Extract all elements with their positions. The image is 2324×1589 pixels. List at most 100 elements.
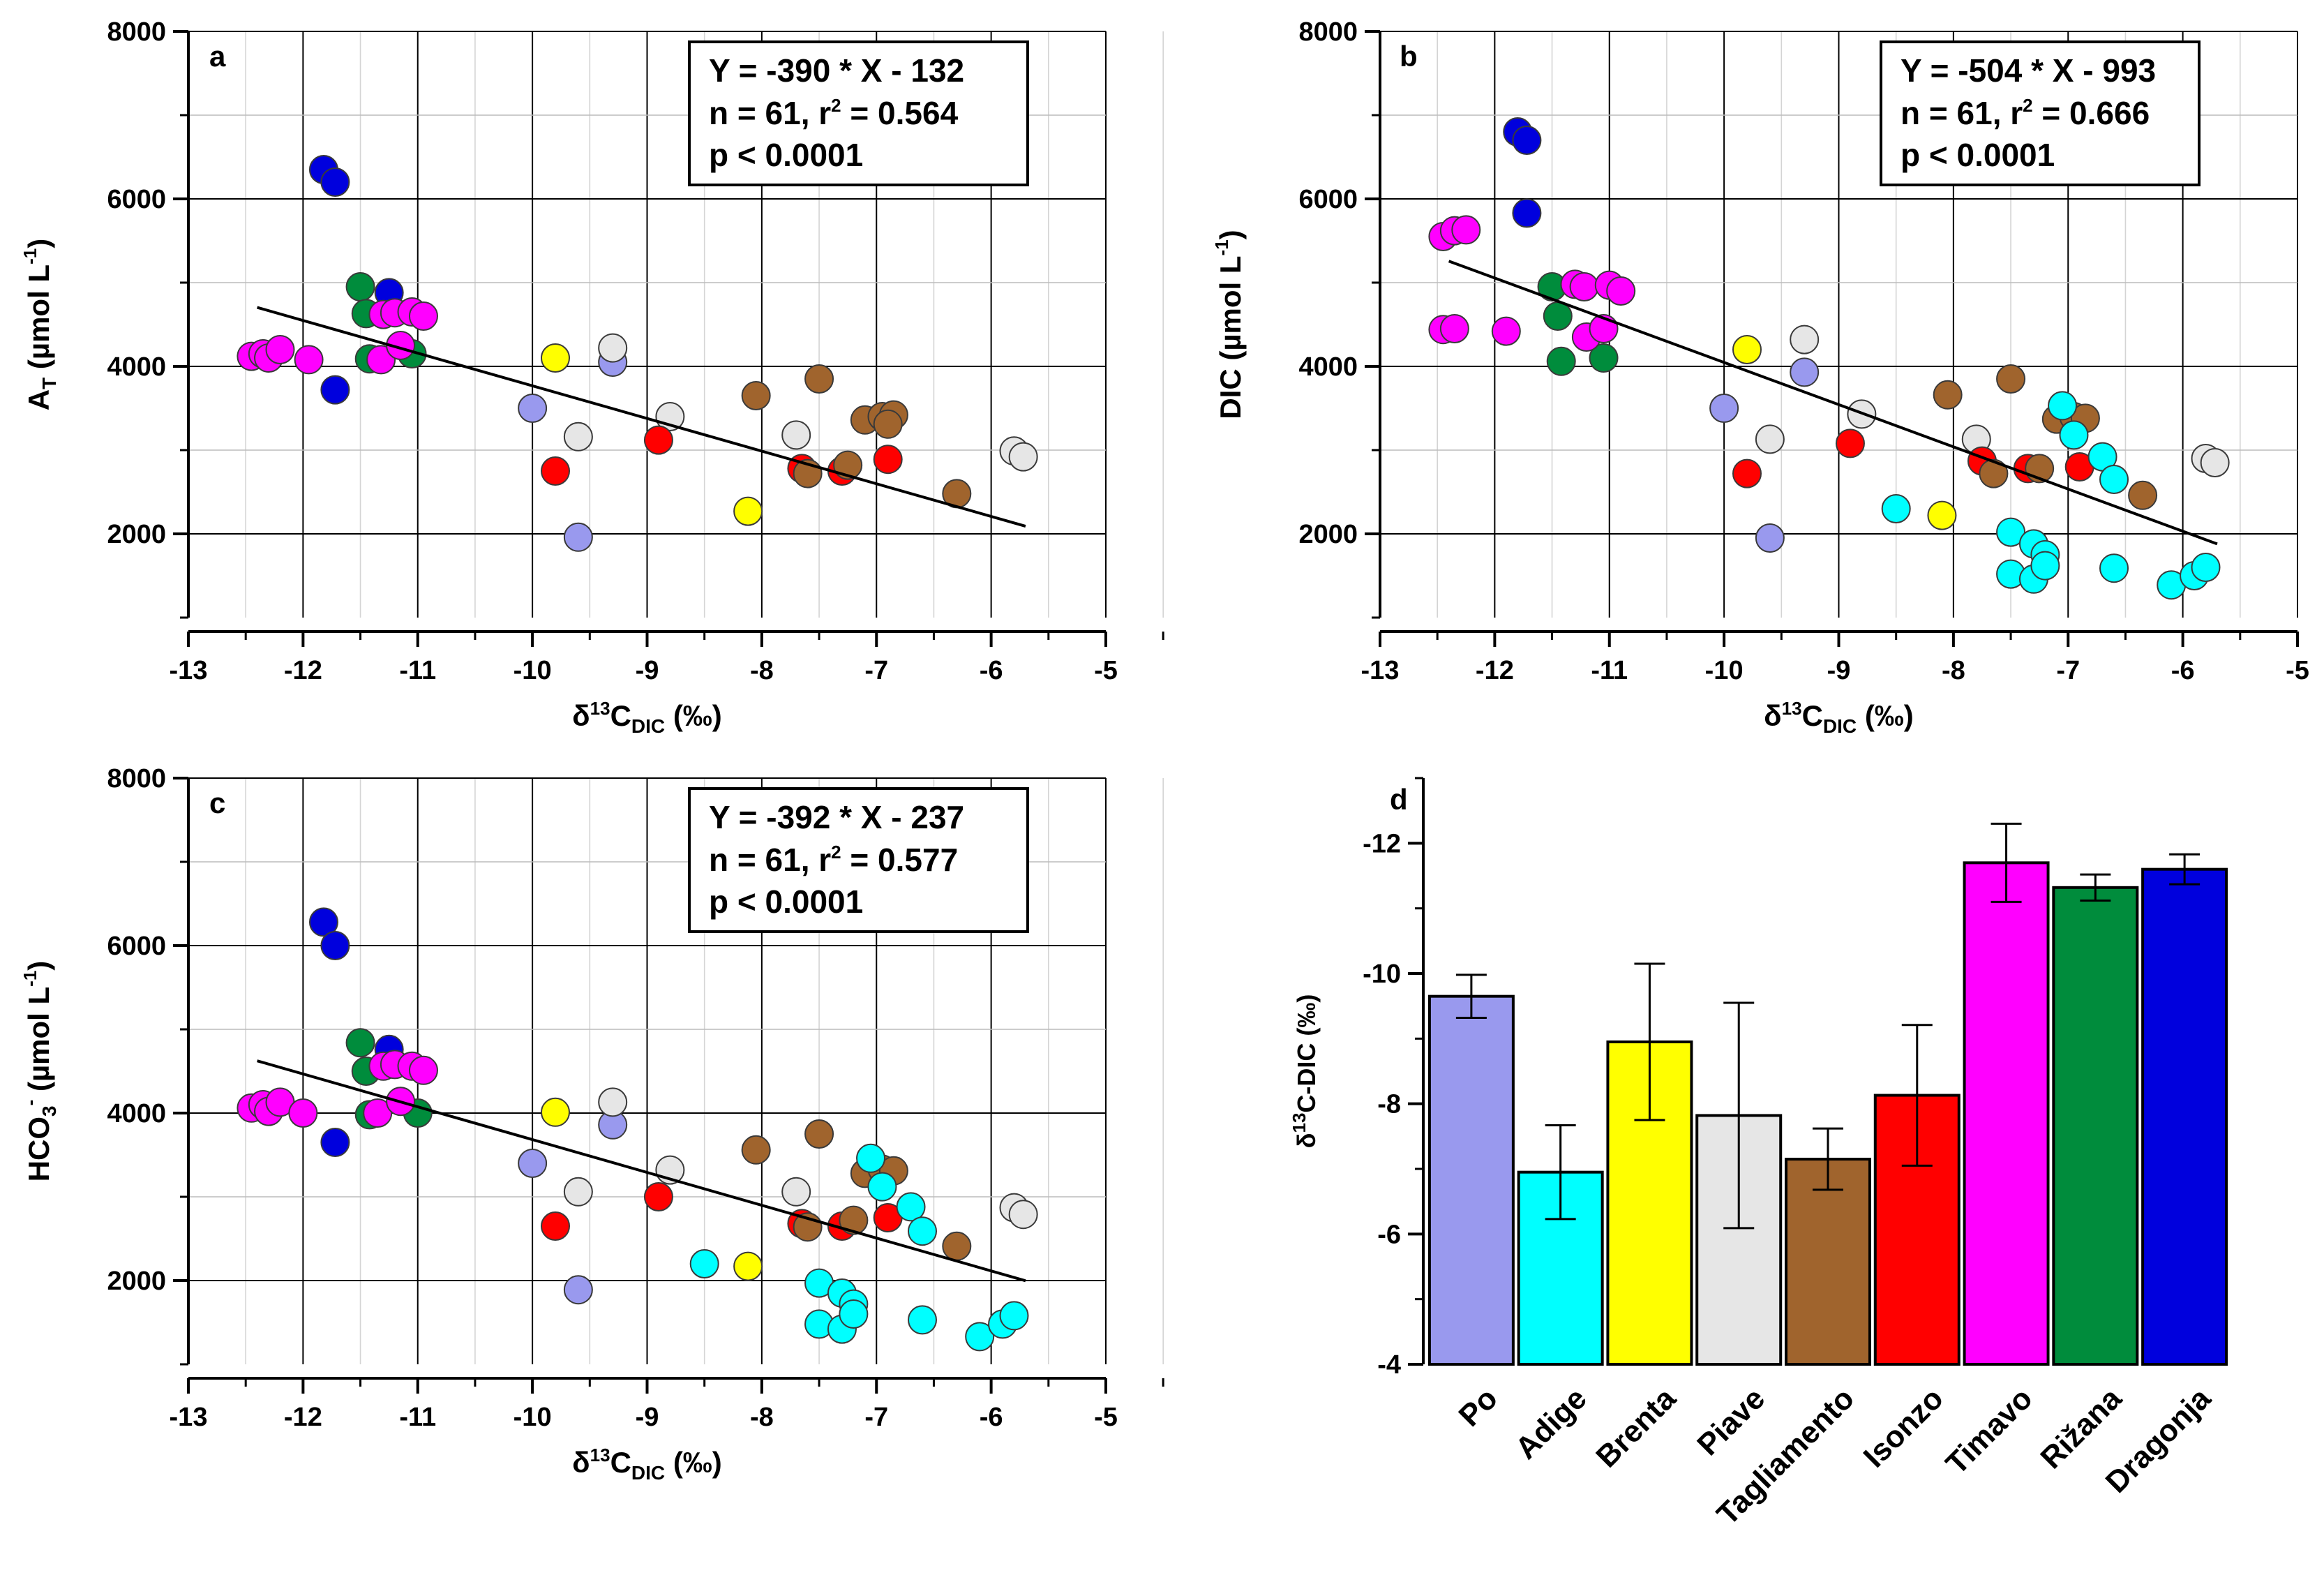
- point-timavo: [1606, 276, 1636, 306]
- point-po: [518, 1149, 548, 1178]
- point-adige: [2099, 553, 2129, 583]
- bar-po: [1427, 994, 1515, 1366]
- stats-n-r2: n = 61, r2 = 0.666: [1901, 95, 2150, 131]
- x-tick-label: -7: [864, 1403, 888, 1432]
- point-po: [563, 522, 593, 552]
- x-tick-label: -13: [1361, 656, 1400, 685]
- point-tagliamento: [741, 1135, 771, 1165]
- point-adige: [2099, 465, 2129, 494]
- point-dragonja: [320, 931, 350, 960]
- point-isonzo: [541, 456, 570, 486]
- point-adige: [908, 1305, 937, 1335]
- y-axis-title: HCO3- (µmol L-1): [20, 961, 60, 1182]
- point-brenta: [733, 496, 763, 526]
- regression-line: [1448, 260, 2218, 546]
- panel-letter: a: [209, 40, 226, 73]
- x-tick-label: -11: [1591, 656, 1628, 685]
- point-dragonja: [1512, 198, 1542, 228]
- x-tick-label: -11: [399, 656, 436, 685]
- point-piave: [781, 420, 811, 450]
- point-piave: [1008, 442, 1038, 472]
- y-tick-label: 4000: [107, 352, 166, 382]
- stats-equation: Y = -392 * X - 237: [709, 799, 964, 835]
- x-tick-label: -9: [636, 656, 659, 685]
- point-isonzo: [643, 1182, 673, 1211]
- y-tick-label: 8000: [107, 764, 166, 793]
- x-tick-label: -10: [513, 656, 552, 685]
- regression-line: [257, 1059, 1026, 1283]
- point-dragonja: [1512, 126, 1542, 155]
- x-tick-label: -9: [1827, 656, 1851, 685]
- x-tick-label: -6: [980, 1403, 1003, 1432]
- point-timavo: [265, 335, 295, 364]
- point-brenta: [1927, 500, 1957, 530]
- panel-letter: d: [1390, 783, 1408, 816]
- y-tick-label: 4000: [107, 1099, 166, 1128]
- x-tick-label: -5: [1094, 1403, 1118, 1432]
- y-tick-label: -12: [1363, 829, 1401, 858]
- y-tick-label: 8000: [1298, 17, 1358, 47]
- data-points-c: [237, 907, 1038, 1352]
- category-label: Piave: [1690, 1381, 1771, 1462]
- point-tagliamento: [1933, 380, 1963, 410]
- point-adige: [1996, 517, 2026, 547]
- stats-box: [688, 787, 1029, 933]
- x-axis-title: δ13CDIC (‰): [1764, 698, 1914, 737]
- point-isonzo: [1835, 428, 1865, 458]
- point-piave: [598, 1087, 628, 1117]
- bar-tagliamento: [1785, 1158, 1871, 1366]
- stats-equation: Y = -390 * X - 132: [709, 52, 964, 89]
- point-tagliamento: [833, 450, 863, 480]
- y-tick-label: 6000: [107, 185, 166, 214]
- x-tick-label: -8: [750, 656, 774, 685]
- y-tick-label: 8000: [107, 17, 166, 47]
- stats-box: [688, 40, 1029, 186]
- stats-n-r2: n = 61, r2 = 0.564: [709, 95, 959, 131]
- x-tick-label: -13: [170, 1403, 208, 1432]
- point-piave: [781, 1177, 811, 1207]
- category-label: Brenta: [1589, 1381, 1683, 1475]
- point-rizana: [1589, 343, 1619, 373]
- x-tick-label: -8: [750, 1403, 774, 1432]
- panel-letter: b: [1400, 40, 1418, 73]
- panel-b: -13 -12 -11 -10 -9 -8 -7 -6 -5 2000 4000 6000 8000 δ1…: [1211, 17, 2309, 737]
- point-tagliamento: [1979, 458, 2009, 488]
- y-axis-title: DIC (µmol L-1): [1211, 230, 1247, 419]
- x-axis-title: δ13CDIC (‰): [572, 1445, 722, 1484]
- point-timavo: [1439, 314, 1469, 343]
- point-po: [563, 1275, 593, 1305]
- y-tick-label: -10: [1363, 960, 1401, 989]
- stats-p-value: p < 0.0001: [1901, 137, 2055, 173]
- point-timavo: [294, 345, 324, 375]
- x-tick-label: -12: [284, 656, 322, 685]
- point-po: [1755, 523, 1785, 553]
- category-label: Adige: [1509, 1381, 1594, 1465]
- point-timavo: [408, 1055, 438, 1085]
- y-tick-label: 6000: [1298, 185, 1358, 214]
- point-tagliamento: [804, 364, 834, 394]
- point-brenta: [1732, 335, 1762, 364]
- x-tick-label: -10: [1705, 656, 1744, 685]
- x-tick-label: -9: [636, 1403, 659, 1432]
- x-tick-label: -8: [1942, 656, 1965, 685]
- point-dragonja: [320, 167, 350, 197]
- panel-a: -13 -12 -11 -10 -9 -8 -7 -6 -5 2000 4000 6000 8000 δ1…: [20, 17, 1164, 737]
- point-rizana: [345, 272, 375, 301]
- point-adige: [908, 1216, 937, 1246]
- regression-line: [257, 306, 1026, 528]
- x-tick-label: -5: [1094, 656, 1118, 685]
- point-piave: [1790, 324, 1820, 355]
- y-tick-label: 2000: [1298, 520, 1358, 549]
- y-tick-label: 4000: [1298, 352, 1358, 382]
- stats-p-value: p < 0.0001: [709, 137, 863, 173]
- stats-box: [1880, 40, 2201, 186]
- point-isonzo: [873, 445, 903, 475]
- y-tick-label: -4: [1377, 1350, 1401, 1380]
- point-adige: [856, 1143, 886, 1173]
- point-timavo: [1491, 316, 1521, 346]
- bar-dragonja: [2141, 867, 2228, 1366]
- x-tick-label: -13: [170, 656, 208, 685]
- y-axis-title: AT (µmol L-1): [20, 239, 60, 410]
- x-tick-label: -12: [284, 1403, 322, 1432]
